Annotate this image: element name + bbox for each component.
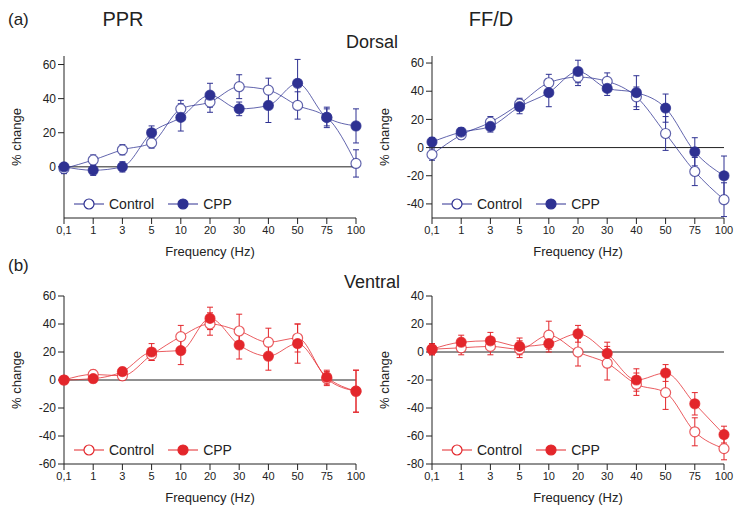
svg-text:100: 100 xyxy=(347,470,365,482)
svg-text:10: 10 xyxy=(543,470,555,482)
svg-text:60: 60 xyxy=(43,58,57,72)
svg-text:40: 40 xyxy=(43,92,57,106)
svg-text:Frequency (Hz): Frequency (Hz) xyxy=(533,244,623,259)
svg-text:3: 3 xyxy=(119,470,125,482)
svg-text:-60: -60 xyxy=(407,429,425,443)
svg-text:100: 100 xyxy=(347,224,365,236)
svg-text:-20: -20 xyxy=(407,373,425,387)
svg-text:50: 50 xyxy=(291,224,303,236)
svg-text:-40: -40 xyxy=(407,401,425,415)
svg-text:0,1: 0,1 xyxy=(424,224,439,236)
svg-text:30: 30 xyxy=(233,224,245,236)
html-text:CPP: CPP xyxy=(571,196,600,212)
svg-text:-40: -40 xyxy=(407,197,425,211)
svg-text:20: 20 xyxy=(572,224,584,236)
html-text:CPP: CPP xyxy=(571,442,600,458)
html-text:(a): (a) xyxy=(8,10,29,29)
svg-text:20: 20 xyxy=(204,224,216,236)
svg-text:5: 5 xyxy=(517,224,523,236)
svg-text:5: 5 xyxy=(517,470,523,482)
html-text:Control: Control xyxy=(109,442,155,458)
svg-text:3: 3 xyxy=(487,470,493,482)
html-text:PPR: PPR xyxy=(102,8,144,30)
svg-text:50: 50 xyxy=(659,470,671,482)
svg-text:40: 40 xyxy=(262,470,274,482)
svg-text:20: 20 xyxy=(43,345,57,359)
svg-text:0: 0 xyxy=(49,373,56,387)
html-text:Dorsal: Dorsal xyxy=(346,32,398,52)
svg-text:40: 40 xyxy=(630,224,642,236)
svg-text:40: 40 xyxy=(630,470,642,482)
svg-text:0,1: 0,1 xyxy=(56,224,71,236)
svg-text:% change: % change xyxy=(377,108,392,166)
svg-text:-40: -40 xyxy=(39,429,57,443)
svg-text:20: 20 xyxy=(411,113,425,127)
svg-text:50: 50 xyxy=(291,470,303,482)
svg-text:5: 5 xyxy=(149,470,155,482)
svg-text:Frequency (Hz): Frequency (Hz) xyxy=(165,490,255,505)
svg-text:30: 30 xyxy=(601,470,613,482)
svg-text:75: 75 xyxy=(689,470,701,482)
svg-text:0,1: 0,1 xyxy=(424,470,439,482)
svg-text:40: 40 xyxy=(43,317,57,331)
svg-text:40: 40 xyxy=(411,84,425,98)
svg-text:10: 10 xyxy=(175,470,187,482)
svg-text:20: 20 xyxy=(572,470,584,482)
svg-text:Frequency (Hz): Frequency (Hz) xyxy=(533,490,623,505)
html-text:CPP: CPP xyxy=(203,196,232,212)
svg-text:20: 20 xyxy=(411,317,425,331)
svg-text:10: 10 xyxy=(175,224,187,236)
html-text:FF/D: FF/D xyxy=(468,8,514,30)
svg-text:1: 1 xyxy=(90,470,96,482)
svg-text:30: 30 xyxy=(233,470,245,482)
svg-text:40: 40 xyxy=(411,289,425,303)
svg-text:% change: % change xyxy=(377,351,392,409)
svg-text:1: 1 xyxy=(90,224,96,236)
svg-text:75: 75 xyxy=(321,224,333,236)
svg-text:20: 20 xyxy=(43,126,57,140)
html-text:(b): (b) xyxy=(8,256,29,275)
svg-text:60: 60 xyxy=(411,56,425,70)
html-text:Control: Control xyxy=(477,196,523,212)
svg-text:10: 10 xyxy=(543,224,555,236)
svg-text:1: 1 xyxy=(458,224,464,236)
svg-text:100: 100 xyxy=(715,470,733,482)
svg-text:% change: % change xyxy=(9,108,24,166)
svg-text:-20: -20 xyxy=(407,169,425,183)
svg-text:1: 1 xyxy=(458,470,464,482)
svg-text:-20: -20 xyxy=(39,401,57,415)
html-text:Control: Control xyxy=(109,196,155,212)
svg-text:75: 75 xyxy=(689,224,701,236)
svg-text:-60: -60 xyxy=(39,457,57,471)
svg-text:0: 0 xyxy=(417,141,424,155)
svg-text:3: 3 xyxy=(119,224,125,236)
html-text:Control: Control xyxy=(477,442,523,458)
svg-text:50: 50 xyxy=(659,224,671,236)
svg-text:3: 3 xyxy=(487,224,493,236)
svg-text:% change: % change xyxy=(9,351,24,409)
svg-text:40: 40 xyxy=(262,224,274,236)
svg-text:20: 20 xyxy=(204,470,216,482)
svg-text:100: 100 xyxy=(715,224,733,236)
html-text:Ventral: Ventral xyxy=(344,272,400,292)
svg-text:0: 0 xyxy=(49,160,56,174)
svg-text:-80: -80 xyxy=(407,457,425,471)
svg-text:0,1: 0,1 xyxy=(56,470,71,482)
svg-text:5: 5 xyxy=(149,224,155,236)
html-text:CPP: CPP xyxy=(203,442,232,458)
svg-text:0: 0 xyxy=(417,345,424,359)
svg-text:30: 30 xyxy=(601,224,613,236)
svg-text:75: 75 xyxy=(321,470,333,482)
svg-text:Frequency (Hz): Frequency (Hz) xyxy=(165,244,255,259)
svg-text:60: 60 xyxy=(43,289,57,303)
